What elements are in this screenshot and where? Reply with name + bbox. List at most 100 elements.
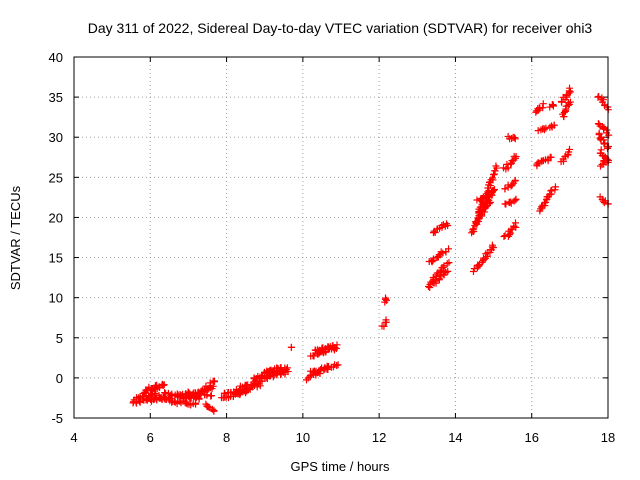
data-segment [504,133,519,143]
data-point [480,254,488,262]
data-segment [427,259,453,286]
data-point [432,272,440,280]
data-point [160,381,168,389]
data-point [558,98,566,106]
data-point [443,260,451,268]
data-segment [557,145,574,166]
data-segment [287,343,295,351]
data-point [443,220,451,228]
data-point [600,125,608,133]
data-segment [194,377,219,398]
data-point [445,259,453,267]
y-tick-label: 0 [56,371,63,386]
data-segment [500,219,520,241]
data-segment [557,84,574,106]
data-point [145,383,153,391]
data-segment [236,371,277,391]
data-segment [202,400,218,415]
data-segment [145,380,168,393]
data-point [511,176,519,184]
data-segment [473,187,496,205]
data-point [287,343,295,351]
data-point [283,364,291,372]
data-point [382,316,390,324]
data-point [510,222,518,230]
data-segment [381,294,391,306]
y-tick-label: -5 [51,411,63,426]
y-tick-label: 25 [49,170,63,185]
data-point [538,203,546,211]
data-point [284,368,292,376]
data-point [510,134,518,142]
data-point [380,322,388,330]
data-segment [596,193,612,208]
data-segment [469,241,497,275]
data-point [566,145,574,153]
chart-title: Day 311 of 2022, Sidereal Day-to-day VTE… [88,20,593,36]
data-segment [534,121,558,135]
data-segment [533,153,555,170]
data-segment [307,361,342,376]
x-tick-label: 12 [372,430,386,445]
data-point [159,381,167,389]
y-tick-label: 20 [49,210,63,225]
data-point [600,199,608,207]
data-point [540,126,548,134]
data-point [488,241,496,249]
y-tick-label: 15 [49,251,63,266]
data-point [436,268,444,276]
data-point [318,344,326,352]
y-axis-label: SDTVAR / TECUs [8,185,23,290]
data-point [192,400,200,408]
data-point [547,153,555,161]
data-segment [500,152,520,173]
data-point [551,183,559,191]
data-point [560,109,568,117]
data-point [317,366,325,374]
data-point [542,124,550,132]
data-point [512,219,520,227]
data-point [145,392,153,400]
data-point [470,265,478,273]
data-segment [594,120,613,139]
data-point [501,185,509,193]
data-point [207,392,215,400]
data-segment [429,220,452,237]
data-segment [594,93,612,114]
data-segment [546,101,557,111]
data-point [488,187,496,195]
data-point [598,152,606,160]
data-point [161,389,169,397]
data-point [539,100,547,108]
data-point [564,99,572,107]
data-point [549,101,557,109]
data-point [605,131,613,139]
x-tick-label: 18 [601,430,615,445]
y-tick-label: 5 [56,331,63,346]
data-point [445,245,453,253]
data-segment [378,316,390,330]
data-point [511,135,519,143]
y-tick-label: 10 [49,291,63,306]
data-point [487,182,495,190]
data-point [332,345,340,353]
data-point [334,361,342,369]
data-point [512,153,520,161]
data-point [566,88,574,96]
data-point [566,84,574,92]
axis-ticks [73,56,609,419]
x-tick-label: 14 [448,430,462,445]
data-segment [318,343,340,354]
data-segment [425,245,453,266]
x-tick-label: 16 [524,430,538,445]
data-point [595,129,603,137]
x-axis-label: GPS time / hours [291,459,390,474]
data-point [470,225,478,233]
data-point [504,164,512,172]
data-point [210,406,218,414]
data-point [501,200,509,208]
data-point [506,231,514,239]
data-point [439,263,447,271]
data-point [489,174,497,182]
